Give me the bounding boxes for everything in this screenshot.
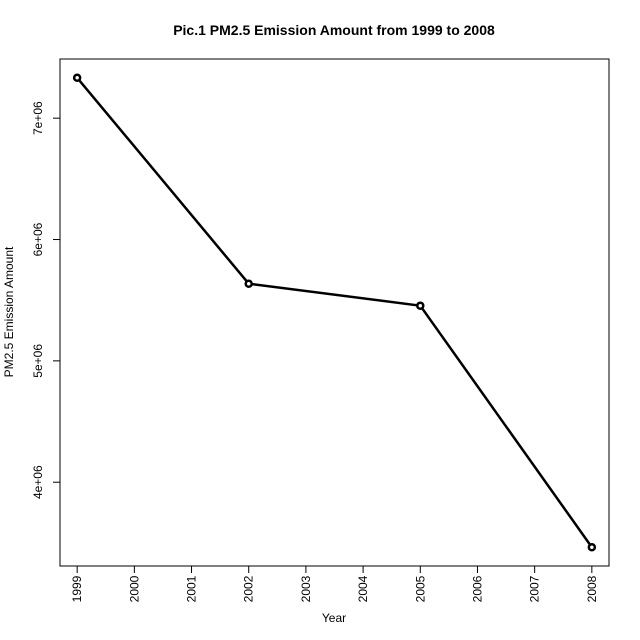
data-point [416, 301, 425, 310]
y-axis-label: PM2.5 Emission Amount [2, 246, 16, 377]
x-tick-label: 2001 [185, 575, 199, 602]
x-axis-label: Year [322, 611, 346, 625]
chart-title: Pic.1 PM2.5 Emission Amount from 1999 to… [173, 22, 495, 38]
x-tick-label: 2008 [585, 575, 599, 602]
x-axis: 1999 2000 2001 2002 2003 2004 2005 2006 2007 2008 [70, 565, 599, 602]
x-tick-label: 2002 [242, 575, 256, 602]
plot-frame [59, 58, 610, 567]
x-tick-label: 2006 [470, 575, 484, 602]
series-group [72, 73, 597, 552]
data-point [72, 73, 82, 83]
y-tick-label: 6e+06 [31, 222, 45, 256]
x-tick-label: 2005 [413, 575, 427, 602]
data-point [244, 279, 253, 288]
x-tick-label: 2000 [127, 575, 141, 602]
data-point [587, 542, 597, 552]
y-axis: 4e+06 5e+06 6e+06 7e+06 [31, 101, 61, 499]
y-tick-label: 5e+06 [31, 344, 45, 378]
x-tick-label: 2003 [299, 575, 313, 602]
x-tick-label: 2004 [356, 575, 370, 602]
series-line [76, 76, 593, 548]
x-tick-label: 2007 [528, 575, 542, 602]
y-tick-label: 4e+06 [31, 465, 45, 499]
x-tick-label: 1999 [70, 575, 84, 602]
y-tick-label: 7e+06 [31, 101, 45, 135]
